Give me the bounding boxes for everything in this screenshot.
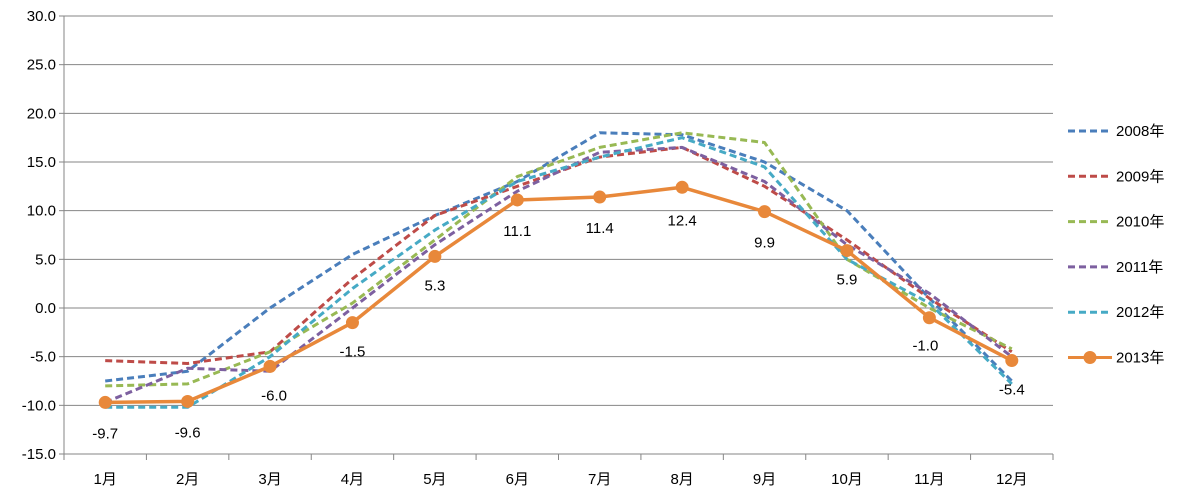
x-tick-label: 5月: [423, 471, 446, 488]
data-label: 5.3: [424, 277, 445, 294]
y-tick-label: 15.0: [27, 154, 56, 171]
series-line-2008年: [105, 131, 1013, 383]
y-tick-label: 10.0: [27, 203, 56, 220]
data-label: -9.7: [92, 425, 118, 442]
legend-label: 2008年: [1116, 123, 1164, 140]
data-label: 11.4: [586, 220, 614, 237]
series-line-2012年: [105, 136, 1013, 409]
x-tick-label: 10月: [831, 471, 863, 488]
legend-label: 2013年: [1116, 350, 1164, 367]
data-point: [840, 244, 854, 258]
x-tick-label: 4月: [341, 471, 364, 488]
y-tick-label: 30.0: [27, 8, 56, 25]
legend: 2008年 2009年 2010年 2011年 2012年 2013年: [1068, 123, 1164, 367]
series-line-2013年: [105, 185, 1013, 405]
data-label: 9.9: [754, 235, 775, 252]
legend-marker: [1083, 351, 1097, 364]
data-point: [263, 359, 277, 373]
legend-label: 2010年: [1116, 214, 1164, 231]
x-tick-label: 6月: [506, 471, 529, 488]
series-line-2010年: [105, 131, 1013, 388]
x-tick-label: 7月: [588, 471, 611, 488]
x-tick-label: 12月: [996, 471, 1028, 488]
data-label: 11.1: [503, 223, 531, 240]
data-point: [181, 394, 195, 408]
y-tick-label: -5.0: [30, 349, 56, 366]
y-tick-label: 0.0: [35, 300, 56, 317]
grid: [64, 15, 1053, 406]
legend-label: 2012年: [1116, 304, 1164, 321]
legend-label: 2009年: [1116, 168, 1164, 185]
data-point: [510, 193, 524, 207]
data-label: 12.4: [668, 212, 697, 229]
y-tick-label: -10.0: [22, 397, 56, 414]
x-tick-label: 3月: [258, 471, 281, 488]
data-label: 5.9: [837, 272, 858, 289]
data-point: [345, 316, 359, 330]
y-tick-label: -15.0: [22, 446, 56, 463]
data-point: [675, 180, 689, 194]
data-point: [1005, 354, 1019, 368]
data-point: [428, 249, 442, 263]
x-tick-label: 1月: [94, 471, 117, 488]
y-tick-label: 20.0: [27, 105, 56, 122]
data-labels: -9.7 -9.6 -6.0 -1.5 5.3 11.1 11.4 12.4 9.9 5.9 -1.…: [92, 212, 1024, 442]
series-group: [98, 131, 1019, 409]
data-label: -9.6: [175, 424, 201, 441]
data-point: [922, 311, 936, 325]
x-tick-label: 9月: [753, 471, 776, 488]
x-tick-label: 2月: [176, 471, 199, 488]
legend-label: 2011年: [1116, 259, 1163, 276]
data-label: -1.5: [340, 344, 366, 361]
data-point: [593, 190, 607, 204]
data-point: [98, 395, 112, 409]
x-tick-label: 11月: [914, 471, 945, 488]
data-label: -6.0: [261, 387, 287, 404]
axes: 30.0 25.0 20.0 15.0 10.0 5.0 0.0 -5.0 -10.0 -15.0…: [22, 8, 1054, 488]
data-label: -5.4: [999, 382, 1025, 399]
x-tick-label: 8月: [670, 471, 693, 488]
y-tick-label: 25.0: [27, 57, 56, 74]
data-label: -1.0: [912, 338, 938, 355]
y-tick-label: 5.0: [35, 251, 56, 268]
data-point: [758, 205, 772, 219]
